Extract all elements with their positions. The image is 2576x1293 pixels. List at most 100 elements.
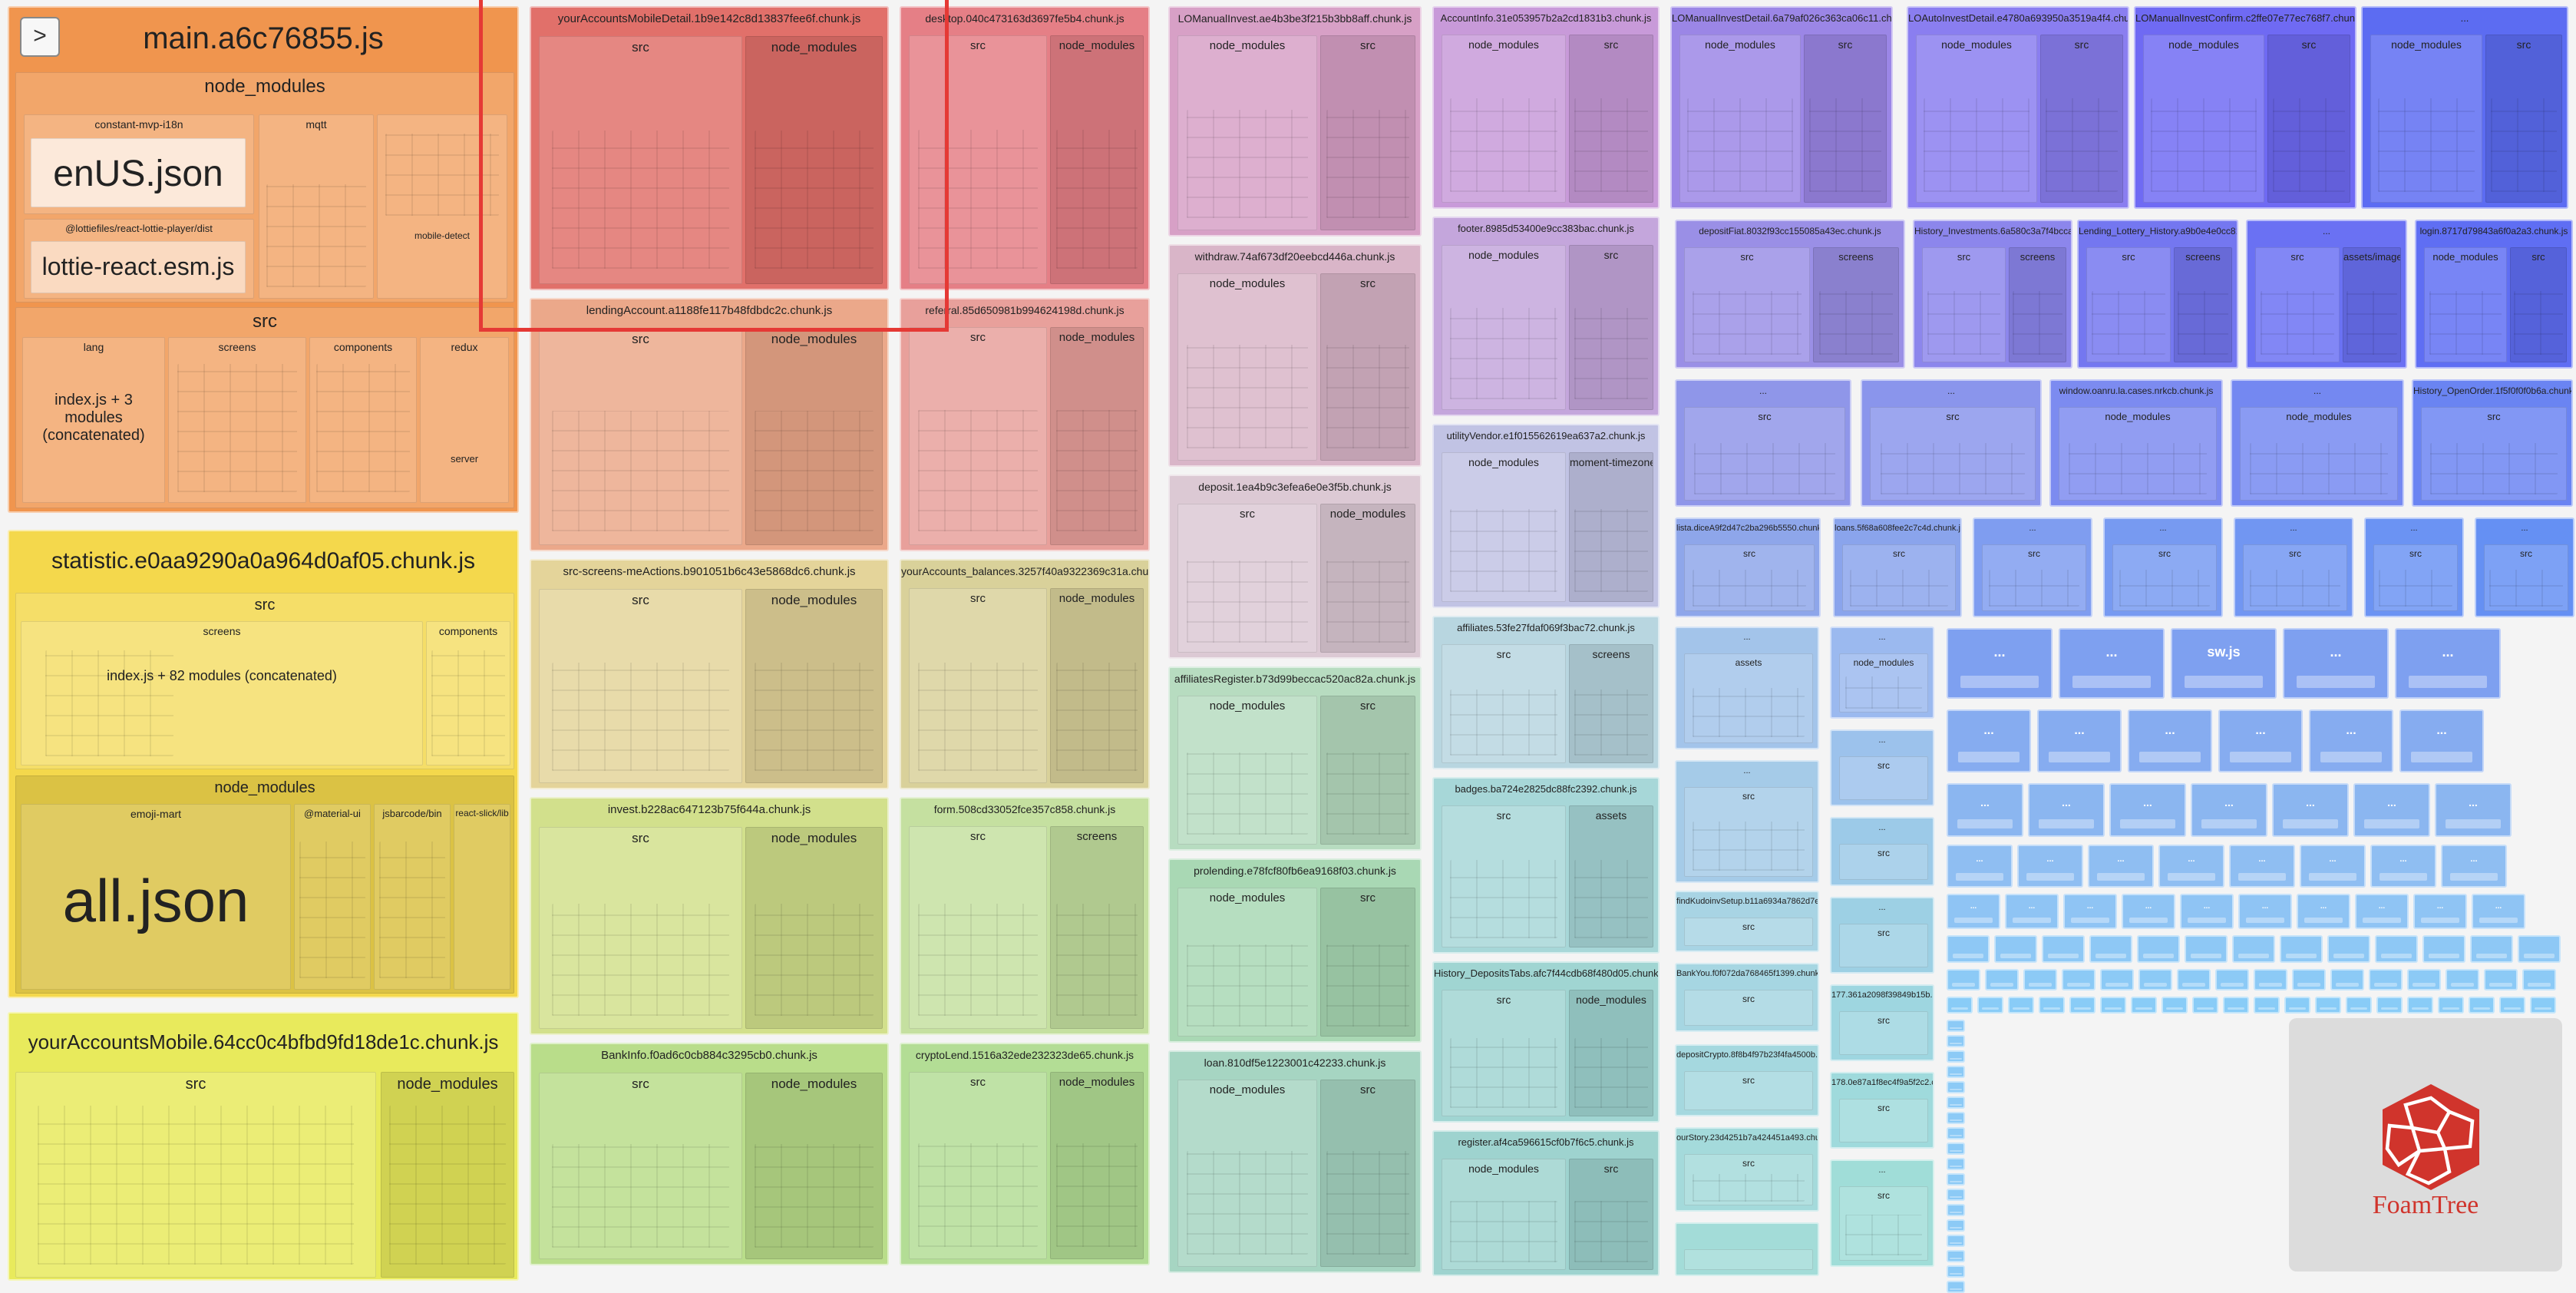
module-components[interactable]: components [309, 337, 417, 503]
mini-chunk[interactable] [2315, 997, 2341, 1014]
mini-chunk[interactable] [2131, 997, 2157, 1014]
group-node-modules[interactable]: node_modules constant-mvp-i18n enUS.json… [15, 72, 514, 303]
mini-chunk[interactable] [1947, 1158, 1965, 1170]
mini-chunk[interactable]: ... [2180, 894, 2234, 929]
module-group[interactable]: node_modules [1569, 990, 1653, 1116]
module-redux[interactable]: redux server [420, 337, 509, 503]
module-group[interactable]: node_modules [2240, 407, 2398, 501]
mini-chunk[interactable] [2089, 935, 2132, 963]
mini-chunk[interactable]: ... [2441, 845, 2507, 888]
mini-chunk[interactable]: ... [2218, 709, 2303, 772]
mini-chunk[interactable]: ... [2435, 783, 2512, 837]
mini-chunk[interactable]: ... [2413, 894, 2467, 929]
module-group[interactable]: src [2255, 247, 2340, 362]
chunk-tile[interactable]: affiliates.53fe27fdaf069f3bac72.chunk.js… [1432, 616, 1660, 769]
mini-chunk[interactable]: ... [2297, 894, 2350, 929]
chunk-tile[interactable]: loans.5f68a608fee2c7c4d.chunk.js src [1833, 518, 1962, 617]
mini-chunk[interactable] [1947, 1143, 1965, 1155]
chunk-tile[interactable]: login.8717d79843a6f0a2a3.chunk.js node_mo… [2415, 220, 2573, 369]
mini-chunk[interactable]: ... [2283, 628, 2389, 699]
mini-chunk[interactable]: ... [2037, 709, 2122, 772]
mini-chunk[interactable] [1947, 997, 1973, 1014]
mini-chunk[interactable] [2062, 969, 2095, 990]
module-group[interactable]: src [2421, 407, 2567, 501]
mini-chunk[interactable]: ... [2355, 894, 2409, 929]
module-group[interactable]: node_modules [745, 589, 883, 783]
mini-chunk[interactable] [2280, 935, 2323, 963]
chunk-tile[interactable]: withdraw.74af673df20eebcd446a.chunk.js no… [1168, 244, 1422, 467]
mini-chunk[interactable] [2330, 969, 2364, 990]
mini-chunk[interactable] [2484, 969, 2518, 990]
module-group[interactable]: src [2112, 544, 2217, 611]
module-group[interactable]: src [1839, 1186, 1928, 1261]
mini-chunk[interactable] [2292, 969, 2326, 990]
chunk-tile[interactable]: AccountInfo.31e053957b2a2cd1831b3.chunk.… [1432, 6, 1660, 209]
mini-chunk[interactable] [2327, 935, 2370, 963]
mini-chunk[interactable] [2138, 969, 2172, 990]
chunk-tile[interactable]: ... src [2234, 518, 2353, 617]
mini-chunk[interactable]: ... [2028, 783, 2105, 837]
chunk-statistic[interactable]: statistic.e0aa9290a0a964d0af05.chunk.js … [8, 530, 519, 998]
module-material-ui[interactable]: @material-ui [294, 804, 371, 990]
mini-chunk[interactable] [2162, 997, 2188, 1014]
module-group[interactable]: src [539, 1073, 742, 1259]
module-group[interactable]: node_modules [1050, 327, 1144, 545]
module-group[interactable]: src [2510, 247, 2567, 362]
mini-chunk[interactable]: ... [2353, 783, 2430, 837]
chunk-tile[interactable]: badges.ba724e2825dc88fc2392.chunk.js src a… [1432, 777, 1660, 954]
module-group[interactable]: src [2086, 247, 2171, 362]
mini-chunk[interactable] [1977, 997, 2003, 1014]
mini-chunk[interactable]: sw.js [2171, 628, 2277, 699]
module-group[interactable]: src [1870, 407, 2036, 501]
module-group[interactable]: src [2485, 35, 2562, 203]
mini-chunk[interactable] [1947, 1204, 1965, 1216]
module-group[interactable]: node_modules [2059, 407, 2217, 501]
chunk-tile[interactable]: LOManualInvest.ae4b3be3f215b3bb8aff.chun… [1168, 6, 1422, 236]
module-group[interactable]: node_modules [1050, 35, 1144, 284]
mini-chunk[interactable] [1947, 1050, 1965, 1063]
module-group[interactable]: node_modules [745, 827, 883, 1029]
chunk-tile[interactable]: ... node_modules src [2361, 6, 2568, 209]
module-group[interactable]: src [1320, 35, 1415, 230]
mini-chunk[interactable] [2375, 935, 2418, 963]
module-group[interactable]: src [1320, 888, 1415, 1037]
chunk-tile[interactable]: LOManualInvestDetail.6a79af026c363ca06c1… [1670, 6, 1893, 209]
chunk-tile[interactable]: 178.0e87a1f8ec4f9a5f2c2.chunk.js src [1830, 1072, 1934, 1149]
chunk-tile[interactable]: BankInfo.f0ad6c0cb884c3295cb0.chunk.js sr… [530, 1043, 889, 1265]
module-lang[interactable]: lang index.js + 3 modules (concatenated) [22, 337, 165, 503]
group-src[interactable]: src [15, 1072, 376, 1278]
chunk-tile[interactable]: form.508cd33052fce357c858.chunk.js src scr… [900, 797, 1150, 1035]
chunk-tile[interactable]: depositCrypto.8f8b4f97b23f4fa4500b.chunk… [1675, 1044, 1819, 1116]
module-group[interactable]: src [2484, 544, 2568, 611]
module-group[interactable]: src [1684, 918, 1813, 946]
chunk-tile[interactable]: affiliatesRegister.b73d99beccac520ac82a.… [1168, 666, 1422, 851]
mini-chunk[interactable] [2232, 935, 2275, 963]
group-src[interactable]: src screens index.js + 82 modules (conca… [15, 593, 514, 769]
mini-chunk[interactable]: ... [2109, 783, 2186, 837]
module-group[interactable]: src [1684, 1154, 1813, 1205]
mini-chunk[interactable]: ... [2229, 845, 2295, 888]
chunk-tile[interactable]: yourAccounts_balances.3257f40a9322369c31… [900, 559, 1150, 789]
mini-chunk[interactable] [2215, 969, 2249, 990]
mini-chunk[interactable]: ... [2063, 894, 2117, 929]
mini-chunk[interactable] [2100, 969, 2134, 990]
module-group[interactable]: node_modules [1177, 273, 1317, 461]
group-node-modules[interactable]: node_modules [381, 1072, 514, 1278]
chunk-tile[interactable]: cryptoLend.1516a32ede232323de65.chunk.js… [900, 1043, 1150, 1265]
chunk-tile[interactable]: LOAutoInvestDetail.e4780a693950a3519a4f4… [1907, 6, 2129, 209]
module-group[interactable]: node_modules [745, 36, 883, 284]
mini-chunk[interactable]: ... [1947, 783, 2023, 837]
module-group[interactable]: src [2040, 35, 2123, 203]
mini-chunk[interactable] [1947, 1066, 1965, 1078]
chunk-tile[interactable]: ... src [1675, 760, 1819, 883]
chunk-tile[interactable]: loan.810df5e1223001c42233.chunk.js node_m… [1168, 1050, 1422, 1273]
module-group[interactable]: src [1569, 245, 1653, 410]
mini-chunk[interactable]: ... [2122, 894, 2175, 929]
module-group[interactable]: src [539, 36, 742, 284]
mini-chunk[interactable] [1947, 1035, 1965, 1047]
mini-chunk[interactable] [2422, 935, 2465, 963]
module-group[interactable]: screens [1050, 826, 1144, 1029]
chunk-tile[interactable]: 177.361a2098f39849b15b.chunk.js src [1830, 984, 1934, 1061]
mini-chunk[interactable]: ... [1947, 709, 2031, 772]
module-group[interactable]: node_modules [1320, 504, 1415, 653]
